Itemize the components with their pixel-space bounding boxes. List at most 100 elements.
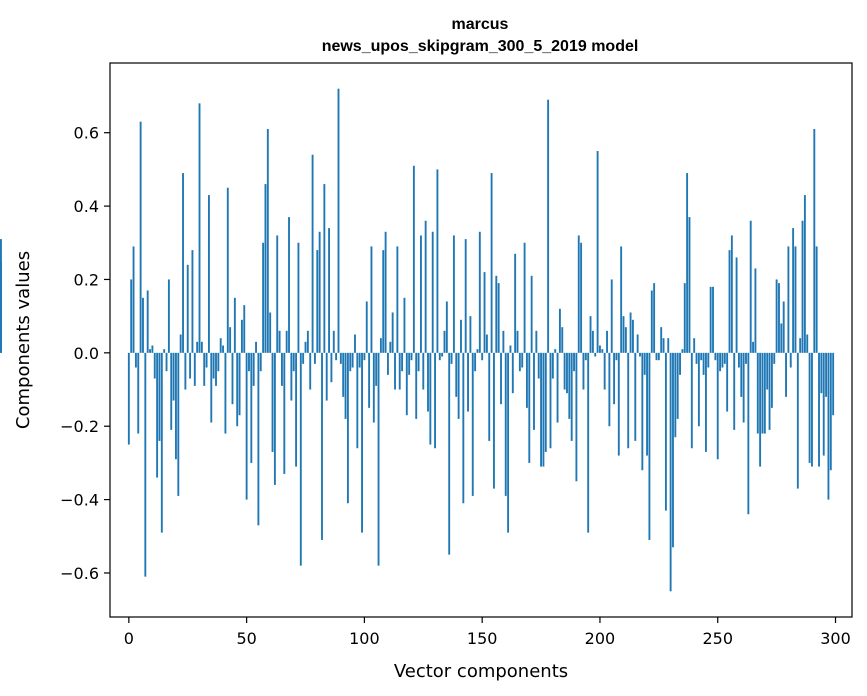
bar [822, 352, 825, 456]
bar [478, 231, 481, 353]
bar [662, 338, 665, 353]
bar [533, 352, 535, 430]
bar [219, 338, 222, 353]
bar [761, 352, 764, 434]
bar [655, 352, 658, 361]
bar [594, 352, 597, 357]
bar [351, 352, 354, 368]
bar [719, 352, 722, 372]
x-tick-label: 100 [349, 629, 380, 648]
y-axis-label: Components values [13, 251, 34, 429]
bar [146, 290, 149, 353]
bar [445, 301, 448, 353]
bar [306, 330, 309, 353]
bar [766, 352, 769, 390]
bar [321, 352, 323, 540]
bar [379, 338, 382, 353]
bar [328, 228, 330, 353]
bar [231, 352, 234, 405]
bar [170, 352, 173, 430]
bar [372, 352, 375, 423]
bar [156, 352, 159, 478]
bar [540, 352, 542, 467]
bar [304, 341, 307, 353]
bar [262, 242, 265, 353]
bar [0, 261, 2, 353]
bar [705, 352, 707, 452]
bar [641, 352, 644, 471]
bar [387, 352, 389, 375]
bar [217, 352, 220, 372]
bar [551, 352, 554, 379]
bar [558, 308, 561, 353]
bar [471, 352, 474, 496]
bar [271, 352, 274, 452]
bar [599, 345, 601, 353]
bar [509, 345, 512, 353]
bar [697, 352, 700, 427]
bar [259, 352, 262, 372]
bar [224, 352, 227, 434]
bar [664, 352, 667, 511]
bar [292, 352, 295, 372]
bar [389, 341, 392, 353]
bar [335, 352, 338, 361]
bar [721, 352, 724, 368]
bar [405, 352, 408, 416]
bar [622, 316, 625, 353]
bar [589, 316, 592, 353]
bar [443, 330, 446, 353]
bar [436, 169, 439, 353]
bar [716, 352, 719, 460]
bar [222, 345, 224, 353]
bar [775, 279, 778, 353]
bar [469, 316, 472, 353]
bar [827, 352, 830, 500]
bar [537, 352, 540, 379]
bar [497, 283, 500, 353]
bar [283, 352, 286, 474]
bar [184, 352, 187, 390]
bar [653, 283, 656, 353]
bar [667, 338, 670, 353]
bar [368, 352, 371, 408]
bar [431, 231, 434, 353]
bar [554, 349, 557, 353]
bar [255, 341, 257, 353]
bar [448, 352, 451, 555]
bar [238, 352, 241, 416]
bar [203, 352, 206, 386]
bar [429, 352, 432, 445]
bar [396, 246, 399, 353]
bar [370, 246, 373, 353]
bar [726, 352, 729, 412]
y-tick-label: 0.4 [74, 197, 99, 216]
bar [297, 242, 300, 353]
bar [273, 352, 276, 485]
bar [391, 312, 394, 353]
bar [549, 352, 552, 449]
bar [674, 352, 677, 438]
bar [182, 173, 184, 353]
bar [794, 246, 797, 353]
bar [728, 250, 731, 353]
bar [299, 352, 302, 566]
bar [179, 334, 182, 353]
bar [349, 352, 352, 372]
bar [730, 235, 733, 353]
bar [455, 352, 458, 397]
bar [189, 352, 192, 379]
bar [417, 352, 420, 372]
bar [787, 246, 790, 353]
x-tick-label: 50 [236, 629, 256, 648]
bar [747, 352, 750, 515]
bar [332, 330, 335, 353]
bar [356, 352, 359, 449]
bar [608, 352, 611, 427]
bar [752, 341, 754, 353]
bar [257, 352, 260, 526]
bar [521, 352, 524, 368]
bar [702, 352, 705, 375]
bar [215, 352, 217, 386]
bar [596, 151, 599, 353]
